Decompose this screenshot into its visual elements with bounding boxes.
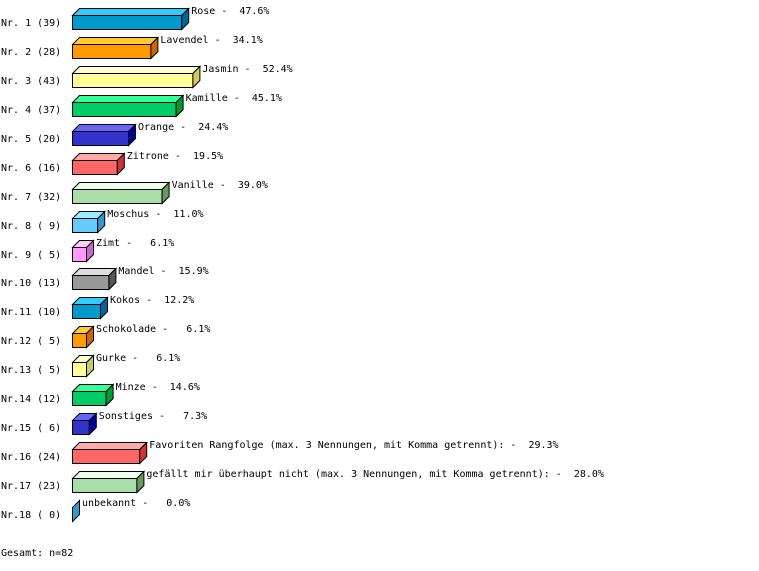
row-rank-label: Nr.16 (24) <box>1 452 61 463</box>
total-count: Gesamt: n=82 <box>1 548 74 559</box>
bar-top <box>71 95 185 103</box>
bar-data-label: Rose - 47.6% <box>191 6 269 17</box>
bar-front <box>72 15 183 30</box>
row-rank-label: Nr. 8 ( 9) <box>1 221 61 232</box>
bar-data-label: Mandel - 15.9% <box>118 266 208 277</box>
bar-data-label: Favoriten Rangfolge (max. 3 Nennungen, m… <box>149 440 558 451</box>
bar-side <box>72 499 80 523</box>
bar-data-label: Gurke - 6.1% <box>96 353 180 364</box>
bar-side <box>181 7 190 31</box>
bar-front <box>72 247 87 262</box>
bar-data-label: Schokolade - 6.1% <box>96 324 210 335</box>
bar-side <box>86 354 94 378</box>
bar-front <box>72 131 129 146</box>
bar-data-label: Moschus - 11.0% <box>107 209 203 220</box>
bar-side <box>116 152 125 176</box>
bar-side <box>108 267 117 291</box>
bar-front <box>72 362 87 377</box>
row-rank-label: Nr.11 (10) <box>1 307 61 318</box>
row-rank-label: Nr. 9 ( 5) <box>1 250 61 261</box>
bar-top <box>71 124 137 132</box>
bar-front <box>72 391 107 406</box>
bar-front <box>72 44 152 59</box>
bar-front <box>72 304 101 319</box>
bar-front <box>72 218 99 233</box>
row-rank-label: Nr. 1 (39) <box>1 18 61 29</box>
bar-data-label: Sonstiges - 7.3% <box>99 411 207 422</box>
bar-top <box>71 66 202 74</box>
row-rank-label: Nr.10 (13) <box>1 278 61 289</box>
bar-data-label: unbekannt - 0.0% <box>82 498 190 509</box>
bar-top <box>71 37 160 45</box>
row-rank-label: Nr. 4 (37) <box>1 105 61 116</box>
row-rank-label: Nr. 2 (28) <box>1 47 61 58</box>
bar-side <box>100 296 108 320</box>
bar-data-label: Kokos - 12.2% <box>110 295 194 306</box>
bar-data-label: Lavendel - 34.1% <box>160 35 262 46</box>
bar-side <box>86 239 94 263</box>
bar-top <box>71 442 148 450</box>
bar-data-label: Orange - 24.4% <box>138 122 228 133</box>
row-rank-label: Nr.18 ( 0) <box>1 510 61 521</box>
bar-front <box>72 333 87 348</box>
bar-side <box>150 36 159 60</box>
bar-side <box>105 383 114 407</box>
row-rank-label: Nr.14 (12) <box>1 394 61 405</box>
bar-side <box>136 470 145 494</box>
bar-side <box>161 181 170 205</box>
bar-side <box>88 412 97 436</box>
row-rank-label: Nr.17 (23) <box>1 481 61 492</box>
bar-top <box>71 182 171 190</box>
bar-front <box>72 275 110 290</box>
bar-side <box>192 65 201 89</box>
bar-front <box>72 420 90 435</box>
row-rank-label: Nr.12 ( 5) <box>1 336 61 347</box>
bar-front <box>72 102 177 117</box>
bar-front <box>72 73 194 88</box>
bar-front <box>72 478 138 493</box>
bar-data-label: Minze - 14.6% <box>116 382 200 393</box>
bar-data-label: Zimt - 6.1% <box>96 238 174 249</box>
bar-top <box>71 471 146 479</box>
bar-data-label: Kamille - 45.1% <box>186 93 282 104</box>
row-rank-label: Nr. 5 (20) <box>1 134 61 145</box>
row-rank-label: Nr. 3 (43) <box>1 76 61 87</box>
bar-front <box>72 449 141 464</box>
row-rank-label: Nr. 6 (16) <box>1 163 61 174</box>
bar-data-label: Zitrone - 19.5% <box>127 151 223 162</box>
bar-data-label: gefällt mir überhaupt nicht (max. 3 Nenn… <box>146 469 604 480</box>
row-rank-label: Nr.15 ( 6) <box>1 423 61 434</box>
bar-side <box>128 123 136 147</box>
bar-top <box>71 8 190 16</box>
bar-data-label: Jasmin - 52.4% <box>202 64 292 75</box>
bar-side <box>97 210 106 234</box>
row-rank-label: Nr. 7 (32) <box>1 192 61 203</box>
bar-side <box>86 325 94 349</box>
bar-top <box>71 153 126 161</box>
row-rank-label: Nr.13 ( 5) <box>1 365 61 376</box>
bar-side <box>175 94 184 118</box>
bar-front <box>72 189 163 204</box>
bar-data-label: Vanille - 39.0% <box>172 180 268 191</box>
bar-side <box>139 441 148 465</box>
bar-front <box>72 160 118 175</box>
